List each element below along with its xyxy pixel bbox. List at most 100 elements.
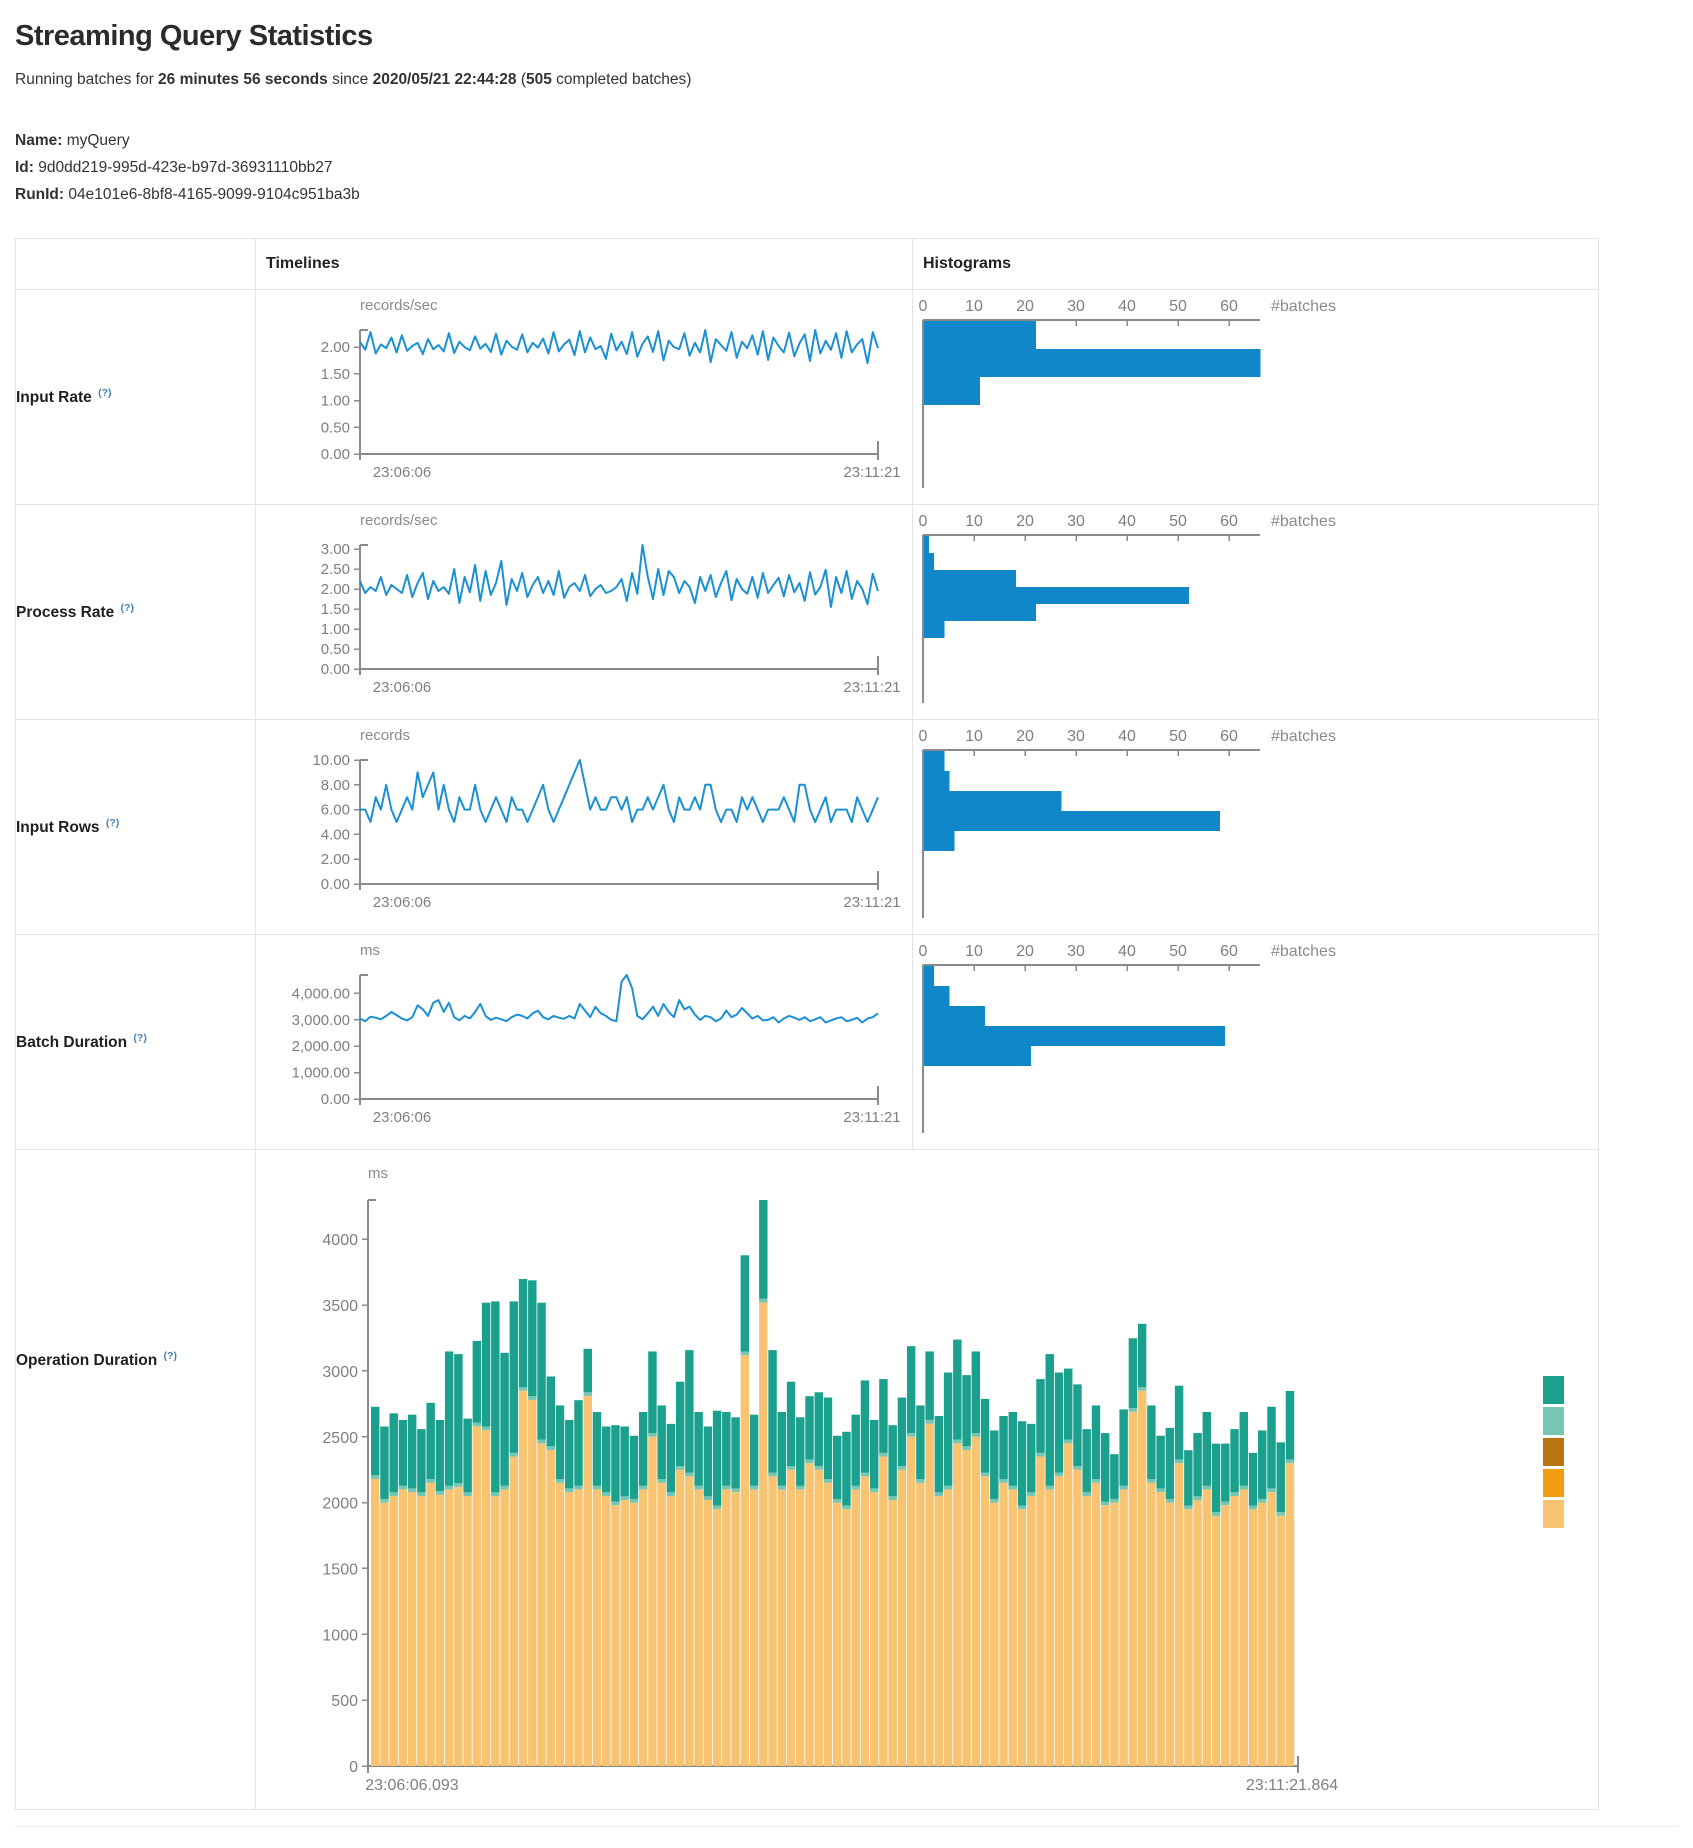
query-metadata: Name: myQuery Id: 9d0dd219-995d-423e-b97… xyxy=(15,127,1678,208)
svg-text:1,000.00: 1,000.00 xyxy=(292,1065,350,1082)
input-rows-row: Input Rows (?) records 0.00 2.00 4.00 6.00 8.… xyxy=(15,719,1599,936)
svg-text:#batches: #batches xyxy=(1271,943,1336,960)
svg-text:500: 500 xyxy=(331,1694,358,1711)
svg-text:23:11:21: 23:11:21 xyxy=(843,1109,900,1126)
svg-text:2.00: 2.00 xyxy=(321,581,350,598)
input-rows-help-icon[interactable]: (?) xyxy=(105,817,120,830)
svg-text:1.50: 1.50 xyxy=(321,366,350,383)
input-rate-row: Input Rate (?) records/sec 0.00 0.50 1.00 1.… xyxy=(15,289,1599,506)
id-label: Id: xyxy=(15,159,34,177)
svg-text:23:11:21: 23:11:21 xyxy=(843,679,900,696)
stats-table: Timelines Histograms Input Rate (?) reco… xyxy=(15,238,1599,1811)
svg-text:0.00: 0.00 xyxy=(321,1091,350,1108)
query-name-row: Name: myQuery xyxy=(15,127,1678,154)
operation-duration-chart-cell: ms 0 500 1000 1500 2000 2500 3000 3500 4000 23:06:… xyxy=(255,1149,1599,1811)
empty-header-cell xyxy=(15,238,256,291)
svg-text:60: 60 xyxy=(1220,298,1238,315)
svg-text:30: 30 xyxy=(1067,513,1085,530)
input-rows-label-cell: Input Rows (?) xyxy=(15,719,256,936)
process-rate-histogram-chart: 0 10 20 30 40 50 60 #batches xyxy=(919,513,1336,704)
svg-text:23:11:21.864: 23:11:21.864 xyxy=(1246,1777,1338,1794)
process-rate-histogram-cell: 0 10 20 30 40 50 60 #batches xyxy=(912,504,1599,721)
svg-text:0.00: 0.00 xyxy=(321,661,350,678)
process-rate-row: Process Rate (?) records/sec 0.00 0.50 1.00… xyxy=(15,504,1599,721)
svg-text:3.00: 3.00 xyxy=(321,541,350,558)
runid-label: RunId: xyxy=(15,186,65,204)
svg-text:20: 20 xyxy=(1016,728,1034,745)
svg-text:0: 0 xyxy=(919,513,928,530)
summary-prefix: Running batches for xyxy=(15,71,159,88)
svg-text:30: 30 xyxy=(1067,728,1085,745)
batch-duration-row: Batch Duration (?) ms 0.00 1,000.00 2,000.0… xyxy=(15,934,1599,1151)
summary-start-time: 2020/05/21 22:44:28 xyxy=(372,71,517,88)
svg-text:0.50: 0.50 xyxy=(321,420,350,437)
query-id-row: Id: 9d0dd219-995d-423e-b97d-36931110bb27 xyxy=(15,154,1678,181)
svg-text:20: 20 xyxy=(1016,943,1034,960)
svg-text:60: 60 xyxy=(1220,513,1238,530)
svg-text:records/sec: records/sec xyxy=(360,297,438,314)
svg-text:0: 0 xyxy=(919,943,928,960)
svg-text:3500: 3500 xyxy=(322,1298,358,1315)
svg-text:1500: 1500 xyxy=(322,1562,358,1579)
svg-text:1000: 1000 xyxy=(322,1628,358,1645)
input-rows-timeline-chart: records 0.00 2.00 4.00 6.00 8.00 10.00 23:06:06… xyxy=(312,727,900,911)
input-rows-label: Input Rows xyxy=(16,819,100,837)
svg-text:10: 10 xyxy=(965,728,983,745)
svg-text:records/sec: records/sec xyxy=(360,512,438,529)
operation-duration-stacked-chart: ms 0 500 1000 1500 2000 2500 3000 3500 4000 23:06:… xyxy=(322,1165,1564,1794)
svg-text:0.50: 0.50 xyxy=(321,641,350,658)
batch-duration-histogram-chart: 0 10 20 30 40 50 60 #batches xyxy=(919,943,1336,1134)
batch-duration-help-icon[interactable]: (?) xyxy=(133,1032,147,1045)
svg-text:0: 0 xyxy=(919,728,928,745)
svg-text:2.00: 2.00 xyxy=(321,852,350,869)
svg-text:4.00: 4.00 xyxy=(321,827,350,844)
input-rate-label-cell: Input Rate (?) xyxy=(15,289,256,506)
input-rate-histogram-chart: 0 10 20 30 40 50 60 #batches xyxy=(919,298,1336,489)
svg-text:2.50: 2.50 xyxy=(321,561,350,578)
process-rate-timeline-chart: records/sec 0.00 0.50 1.00 1.50 2.00 2.50 3.00 2… xyxy=(321,512,901,696)
svg-text:23:06:06: 23:06:06 xyxy=(373,679,431,696)
operation-duration-label: Operation Duration xyxy=(16,1351,158,1369)
svg-text:1.00: 1.00 xyxy=(321,393,350,410)
process-rate-timeline-cell: records/sec 0.00 0.50 1.00 1.50 2.00 2.50 3.00 2… xyxy=(255,504,913,721)
svg-text:4000: 4000 xyxy=(322,1233,358,1250)
svg-text:23:11:21: 23:11:21 xyxy=(843,464,900,481)
process-rate-help-icon[interactable]: (?) xyxy=(120,602,134,615)
operation-duration-row: Operation Duration (?) ms 0 500 1000 1500 200… xyxy=(15,1149,1599,1811)
batch-duration-label-cell: Batch Duration (?) xyxy=(15,934,256,1151)
process-rate-label-cell: Process Rate (?) xyxy=(15,504,256,721)
operation-duration-help-icon[interactable]: (?) xyxy=(163,1349,177,1362)
svg-text:20: 20 xyxy=(1016,298,1034,315)
svg-text:40: 40 xyxy=(1118,513,1136,530)
summary-completed-suffix: completed batches) xyxy=(551,71,692,88)
running-batches-summary: Running batches for 26 minutes 56 second… xyxy=(15,71,1678,89)
svg-text:records: records xyxy=(360,727,410,744)
name-label: Name: xyxy=(15,132,63,149)
svg-text:23:06:06.093: 23:06:06.093 xyxy=(365,1777,459,1794)
stats-table-header-row: Timelines Histograms xyxy=(15,238,1599,291)
summary-completed-count: 505 xyxy=(525,71,552,88)
svg-text:10: 10 xyxy=(965,943,983,960)
name-value: myQuery xyxy=(62,132,130,149)
batch-duration-histogram-cell: 0 10 20 30 40 50 60 #batches xyxy=(912,934,1599,1151)
svg-text:23:06:06: 23:06:06 xyxy=(373,1109,431,1126)
input-rate-histogram-cell: 0 10 20 30 40 50 60 #batches xyxy=(912,289,1599,506)
svg-text:8.00: 8.00 xyxy=(321,777,350,794)
svg-text:0: 0 xyxy=(349,1759,358,1776)
summary-since: since xyxy=(327,71,373,88)
svg-text:50: 50 xyxy=(1169,943,1187,960)
svg-text:10: 10 xyxy=(965,513,983,530)
input-rate-timeline-cell: records/sec 0.00 0.50 1.00 1.50 2.00 23:06:06 2… xyxy=(255,289,913,506)
svg-text:1.50: 1.50 xyxy=(321,601,350,618)
page-title: Streaming Query Statistics xyxy=(15,20,373,52)
id-value: 9d0dd219-995d-423e-b97d-36931110bb27 xyxy=(33,159,333,177)
svg-text:6.00: 6.00 xyxy=(321,802,350,819)
svg-text:23:06:06: 23:06:06 xyxy=(373,894,431,911)
svg-text:ms: ms xyxy=(368,1165,388,1182)
input-rate-help-icon[interactable]: (?) xyxy=(98,387,112,400)
svg-text:10.00: 10.00 xyxy=(312,752,350,769)
svg-text:30: 30 xyxy=(1067,943,1085,960)
svg-text:#batches: #batches xyxy=(1271,298,1336,315)
svg-text:50: 50 xyxy=(1169,513,1187,530)
